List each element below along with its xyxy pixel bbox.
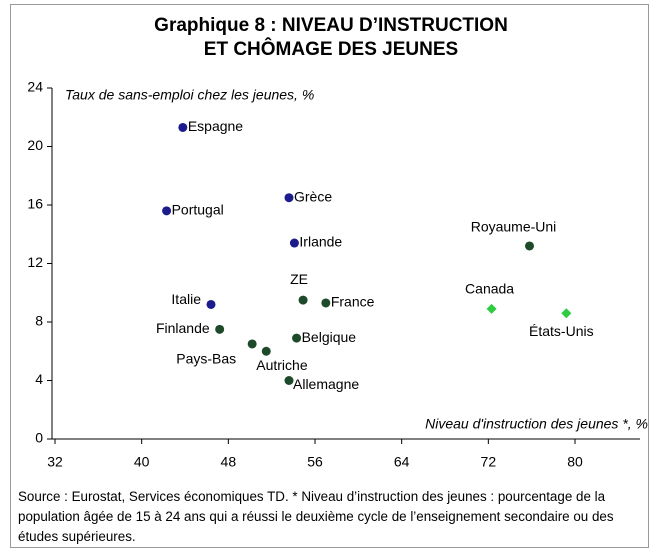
point-label: Belgique [302, 329, 357, 345]
point-label: Canada [465, 281, 514, 297]
point [215, 324, 225, 334]
point [292, 333, 302, 343]
point-label: Pays-Bas [176, 351, 236, 367]
y-tick-label: 24 [27, 79, 43, 95]
point-label: Italie [171, 291, 201, 307]
y-tick-label: 4 [35, 371, 43, 387]
y-tick-label: 16 [27, 196, 43, 212]
x-tick-label: 32 [47, 454, 63, 470]
x-tick-label: 80 [567, 454, 583, 470]
point-label: Portugal [172, 202, 224, 218]
point [178, 122, 188, 132]
point [321, 298, 331, 308]
x-tick-label: 64 [394, 454, 410, 470]
point [162, 206, 172, 216]
y-tick-label: 20 [27, 137, 43, 153]
y-tick-label: 8 [35, 313, 43, 329]
point [261, 346, 271, 356]
point-label: Royaume-Uni [471, 219, 557, 235]
point-label: États-Unis [529, 323, 594, 339]
x-tick-label: 40 [134, 454, 150, 470]
point-label: Grèce [294, 188, 332, 204]
x-axis-label: Niveau d'instruction des jeunes *, % [425, 416, 648, 432]
point [561, 308, 572, 319]
point-label: Autriche [256, 357, 308, 373]
point [525, 241, 534, 251]
point [284, 193, 294, 203]
point-label: Irlande [299, 234, 342, 250]
point-label: Espagne [188, 118, 243, 134]
y-tick-label: 12 [27, 254, 43, 270]
point-label: ZE [290, 271, 308, 287]
source-note: Source : Eurostat, Services économiques … [18, 489, 614, 544]
point-label: Finlande [156, 320, 210, 336]
point [206, 299, 216, 309]
y-axis-label: Taux de sans-emploi chez les jeunes, % [65, 87, 314, 103]
frame [10, 4, 649, 548]
point [486, 303, 497, 314]
point [298, 295, 308, 305]
y-tick-label: 0 [35, 430, 43, 446]
chart-title: Graphique 8 : NIVEAU D’INSTRUCTION ET CH… [154, 15, 508, 60]
x-tick-label: 56 [307, 454, 323, 470]
point [289, 238, 299, 248]
point [284, 376, 294, 385]
point-label: Allemagne [293, 376, 359, 392]
point-label: France [331, 294, 375, 310]
x-tick-label: 72 [481, 454, 497, 470]
point [247, 339, 257, 349]
x-tick-label: 48 [221, 454, 237, 470]
